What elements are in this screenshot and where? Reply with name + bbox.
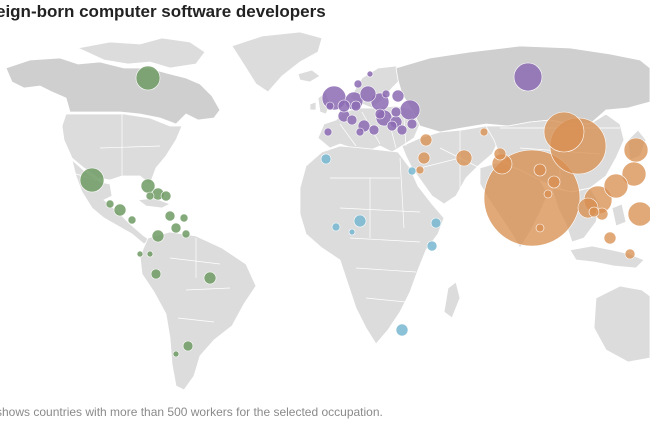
americas-country-bubble[interactable] <box>164 210 176 222</box>
europe-country-bubble[interactable] <box>325 101 335 111</box>
europe-country-bubble[interactable] <box>513 62 543 92</box>
europe-country-bubble[interactable] <box>386 120 398 132</box>
americas-country-bubble[interactable] <box>146 250 154 258</box>
europe-country-bubble[interactable] <box>374 108 386 120</box>
asia-country-bubble[interactable] <box>417 151 431 165</box>
europe-country-bubble[interactable] <box>406 118 418 130</box>
americas-country-bubble[interactable] <box>160 190 172 202</box>
asia-country-bubble[interactable] <box>419 133 433 147</box>
africa-country-bubble[interactable] <box>353 214 367 228</box>
asia-country-bubble[interactable] <box>543 111 585 153</box>
asia-country-bubble[interactable] <box>543 189 553 199</box>
asia-country-bubble[interactable] <box>627 201 650 227</box>
americas-country-bubble[interactable] <box>105 199 115 209</box>
europe-country-bubble[interactable] <box>337 99 351 113</box>
europe-country-bubble[interactable] <box>390 106 402 118</box>
asia-country-bubble[interactable] <box>603 231 617 245</box>
europe-country-bubble[interactable] <box>396 124 408 136</box>
europe-country-bubble[interactable] <box>350 100 362 112</box>
europe-country-bubble[interactable] <box>359 85 377 103</box>
europe-country-bubble[interactable] <box>391 89 405 103</box>
africa-country-bubble[interactable] <box>430 217 442 229</box>
asia-country-bubble[interactable] <box>493 147 507 161</box>
asia-country-bubble[interactable] <box>547 175 561 189</box>
europe-country-bubble[interactable] <box>366 70 374 78</box>
europe-country-bubble[interactable] <box>355 127 365 137</box>
asia-country-bubble[interactable] <box>588 206 600 218</box>
asia-country-bubble[interactable] <box>603 173 629 199</box>
asia-country-bubble[interactable] <box>533 163 547 177</box>
europe-country-bubble[interactable] <box>323 127 333 137</box>
iceland <box>297 69 321 83</box>
asia-country-bubble[interactable] <box>624 248 636 260</box>
indonesia <box>569 203 645 269</box>
africa-country-bubble[interactable] <box>348 228 356 236</box>
madagascar <box>443 281 461 319</box>
americas-country-bubble[interactable] <box>170 222 182 234</box>
americas-country-bubble[interactable] <box>145 191 155 201</box>
americas-country-bubble[interactable] <box>127 215 137 225</box>
americas-country-bubble[interactable] <box>172 350 180 358</box>
africa-country-bubble[interactable] <box>395 323 409 337</box>
europe-country-bubble[interactable] <box>399 99 421 121</box>
africa <box>299 145 445 345</box>
europe-country-bubble[interactable] <box>353 79 363 89</box>
europe-country-bubble[interactable] <box>346 114 358 126</box>
europe-country-bubble[interactable] <box>368 124 380 136</box>
south-america <box>139 231 257 391</box>
africa-country-bubble[interactable] <box>320 153 332 165</box>
asia-country-bubble[interactable] <box>483 149 581 247</box>
asia-country-bubble[interactable] <box>479 127 489 137</box>
americas-country-bubble[interactable] <box>79 167 105 193</box>
asia-country-bubble[interactable] <box>535 223 545 233</box>
americas-country-bubble[interactable] <box>113 203 127 217</box>
map-footnote: shows countries with more than 500 worke… <box>0 405 383 419</box>
africa-country-bubble[interactable] <box>407 166 417 176</box>
americas-country-bubble[interactable] <box>135 65 161 91</box>
canada-alaska <box>5 57 221 125</box>
australia <box>593 285 650 363</box>
americas-country-bubble[interactable] <box>136 250 144 258</box>
asia-country-bubble[interactable] <box>415 165 425 175</box>
europe-country-bubble[interactable] <box>381 89 391 99</box>
africa-country-bubble[interactable] <box>331 222 341 232</box>
asia-country-bubble[interactable] <box>455 149 473 167</box>
map-title: eign-born computer software developers <box>0 2 326 21</box>
canada-islands <box>76 37 206 69</box>
asia-country-bubble[interactable] <box>621 161 647 187</box>
americas-country-bubble[interactable] <box>182 340 194 352</box>
world-bubble-map[interactable] <box>0 28 650 398</box>
asia-country-bubble[interactable] <box>623 137 649 163</box>
americas-country-bubble[interactable] <box>181 229 191 239</box>
africa-country-bubble[interactable] <box>426 240 438 252</box>
americas-country-bubble[interactable] <box>179 213 189 223</box>
americas-country-bubble[interactable] <box>150 268 162 280</box>
americas-country-bubble[interactable] <box>151 229 165 243</box>
americas-country-bubble[interactable] <box>203 271 217 285</box>
greenland <box>231 31 323 93</box>
bubble-layer <box>79 62 650 358</box>
